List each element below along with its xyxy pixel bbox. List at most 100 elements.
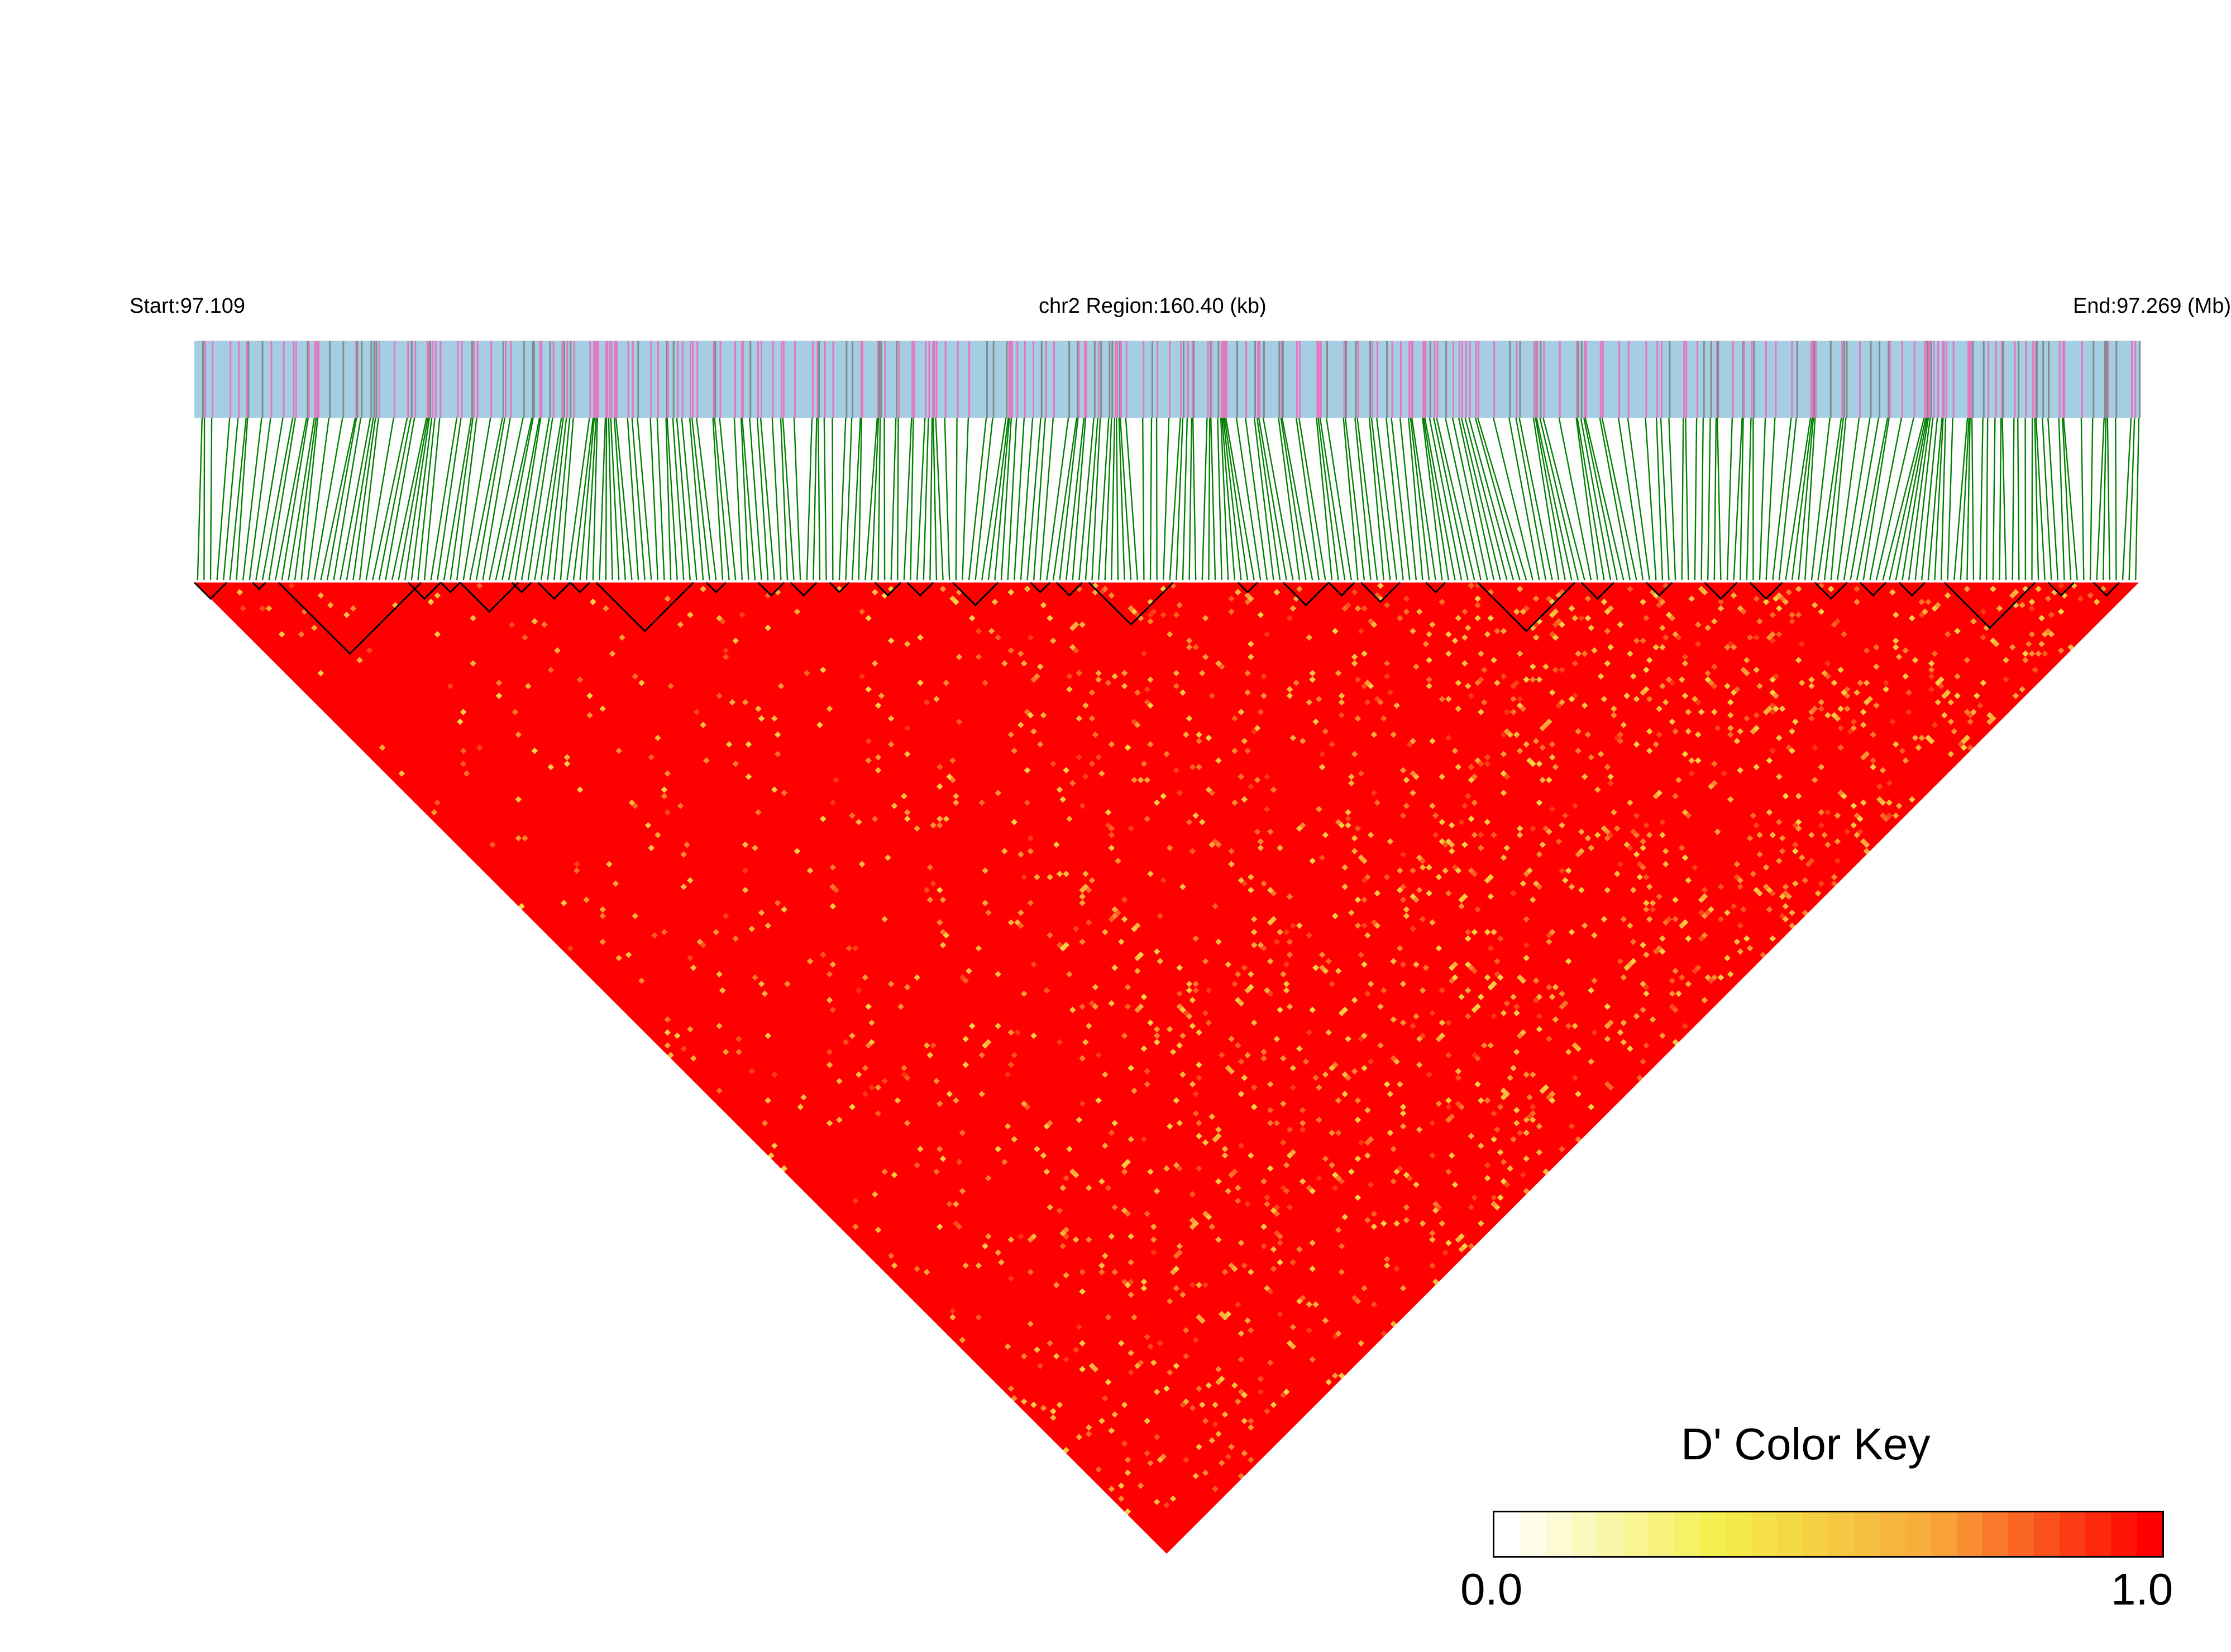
snp-marker [606, 341, 608, 418]
snp-marker [1193, 341, 1195, 418]
snp-marker [852, 341, 853, 418]
color-key-segment [2137, 1512, 2162, 1556]
snp-marker [1581, 341, 1583, 418]
snp-marker [1282, 341, 1284, 418]
snp-marker [1434, 341, 1435, 418]
snp-marker [594, 341, 596, 418]
snp-marker [1970, 341, 1972, 418]
snp-marker [1946, 341, 1947, 418]
snp-marker [414, 341, 416, 418]
snp-marker [318, 341, 319, 418]
snp-marker [503, 341, 504, 418]
snp-marker [2134, 341, 2136, 418]
snp-marker [1841, 341, 1843, 418]
snp-marker [1685, 341, 1687, 418]
snp-marker [375, 341, 377, 418]
snp-marker [1024, 341, 1026, 418]
color-key-segment [2060, 1512, 2085, 1556]
snp-marker [561, 341, 563, 418]
snp-marker [1717, 341, 1719, 418]
color-key-segment [1828, 1512, 1854, 1556]
snp-marker [690, 341, 691, 418]
snp-marker [720, 341, 722, 418]
snp-marker [885, 341, 886, 418]
snp-marker [957, 341, 959, 418]
snp-marker [295, 341, 297, 418]
snp-marker [566, 341, 568, 418]
snp-marker [1732, 341, 1734, 418]
snp-marker [238, 341, 240, 418]
snp-marker [1445, 341, 1447, 418]
snp-marker [1400, 341, 1402, 418]
snp-marker [637, 341, 639, 418]
snp-marker [1254, 341, 1256, 418]
region-start-label: Start:97.109 [130, 294, 245, 318]
snp-marker [2059, 341, 2061, 418]
snp-marker [1933, 341, 1934, 418]
snp-marker [2032, 341, 2034, 418]
snp-marker [1086, 341, 1087, 418]
color-key-segment [2034, 1512, 2060, 1556]
snp-marker [1751, 341, 1753, 418]
snp-marker [667, 341, 669, 418]
snp-marker [202, 341, 204, 418]
snp-marker [1355, 341, 1356, 418]
snp-marker [696, 341, 698, 418]
snp-marker [911, 341, 913, 418]
snp-marker [1245, 341, 1247, 418]
snp-marker [1169, 341, 1171, 418]
snp-marker [563, 341, 565, 418]
snp-marker [1889, 341, 1891, 418]
snp-marker [1111, 341, 1113, 418]
snp-marker [473, 341, 475, 418]
snp-marker [1259, 341, 1260, 418]
snp-marker [1475, 341, 1477, 418]
snp-marker [429, 341, 431, 418]
snp-marker [490, 341, 492, 418]
snp-marker [878, 341, 880, 418]
snp-marker [1257, 341, 1259, 418]
snp-marker [1810, 341, 1812, 418]
snp-marker [1344, 341, 1345, 418]
snp-marker [1094, 341, 1096, 418]
snp-marker [1797, 341, 1798, 418]
snp-marker [553, 341, 555, 418]
color-key-segment [1649, 1512, 1674, 1556]
color-key-segment [1777, 1512, 1803, 1556]
snp-marker [1813, 341, 1815, 418]
color-key-gradient [1493, 1511, 2164, 1558]
snp-marker [2048, 341, 2050, 418]
snp-marker [1386, 341, 1388, 418]
color-key-segment [1623, 1512, 1649, 1556]
snp-marker [781, 341, 782, 418]
snp-marker [2131, 341, 2133, 418]
snp-marker [757, 341, 759, 418]
snp-marker [1299, 341, 1301, 418]
snp-marker [1033, 341, 1034, 418]
snp-marker [590, 341, 591, 418]
snp-marker [1372, 341, 1373, 418]
snp-marker [1697, 341, 1698, 418]
snp-marker [1211, 341, 1212, 418]
snp-marker [1226, 341, 1227, 418]
snp-marker [1983, 341, 1985, 418]
snp-marker [651, 341, 652, 418]
snp-marker [541, 341, 542, 418]
snp-marker [945, 341, 947, 418]
snp-marker [713, 341, 715, 418]
snp-connector-line [2032, 418, 2033, 580]
snp-marker [1207, 341, 1209, 418]
snp-marker [1646, 341, 1647, 418]
snp-marker [1792, 341, 1793, 418]
snp-marker [1068, 341, 1070, 418]
snp-marker [1183, 341, 1184, 418]
color-key-segment [1494, 1512, 1520, 1556]
snp-marker [816, 341, 818, 418]
snp-marker [1815, 341, 1817, 418]
snp-marker [2115, 341, 2117, 418]
snp-marker [247, 341, 249, 418]
snp-marker [749, 341, 751, 418]
snp-marker [477, 341, 479, 418]
snp-marker [2018, 341, 2019, 418]
snp-marker [1661, 341, 1662, 418]
